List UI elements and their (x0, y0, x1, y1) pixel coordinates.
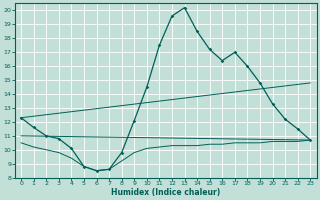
X-axis label: Humidex (Indice chaleur): Humidex (Indice chaleur) (111, 188, 220, 197)
